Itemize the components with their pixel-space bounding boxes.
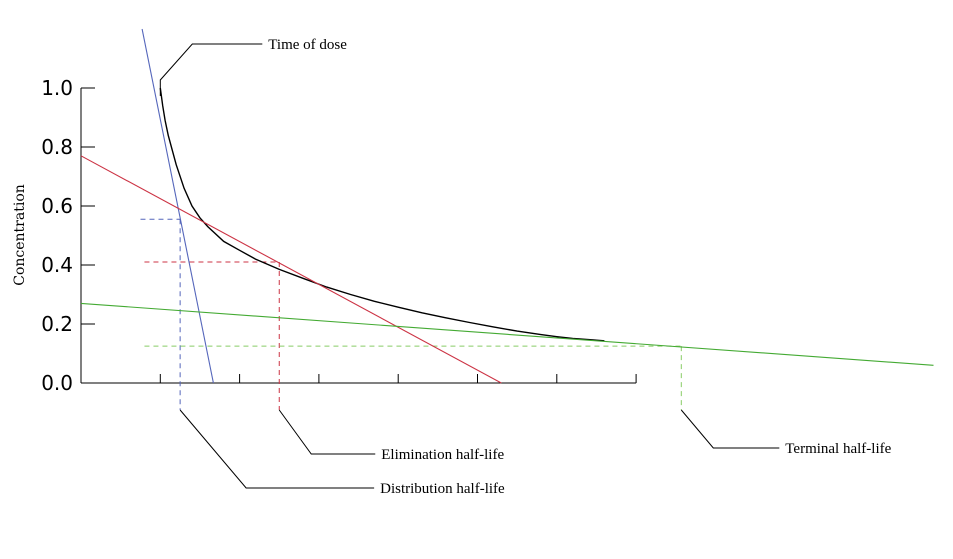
elimination-half-life-label: Elimination half-life (381, 447, 504, 463)
elimination-half-life-leader (278, 409, 376, 455)
concentration-curve-line (159, 87, 605, 342)
y-axis-label: Concentration (12, 184, 28, 286)
half-life-guides (140, 218, 682, 410)
time-of-dose-label: Time of dose (268, 37, 347, 53)
distribution-half-life-label: Distribution half-life (380, 481, 505, 497)
time-of-dose-leader (159, 43, 263, 96)
terminal-half-life-label: Terminal half-life (785, 441, 891, 457)
y-tick-label: 0.6 (41, 194, 73, 218)
y-tick-label: 0.8 (41, 135, 73, 159)
y-tick-labels: 0.0 0.2 0.4 0.6 0.8 1.0 (41, 76, 73, 395)
y-tick-label: 0.4 (41, 253, 73, 277)
y-tick-label: 0.0 (41, 371, 73, 395)
distribution-half-life-leader (179, 409, 375, 489)
axes (80, 87, 637, 384)
series-lines (80, 28, 934, 384)
annotations: Time of dose Elimination half-life Distrib… (159, 37, 892, 497)
distribution-tangent-line (141, 28, 214, 384)
elimination-tangent-line (80, 155, 502, 384)
terminal-half-life-leader (680, 409, 780, 449)
y-tick-label: 1.0 (41, 76, 73, 100)
terminal-tangent-line (80, 302, 934, 366)
y-tick-label: 0.2 (41, 312, 73, 336)
